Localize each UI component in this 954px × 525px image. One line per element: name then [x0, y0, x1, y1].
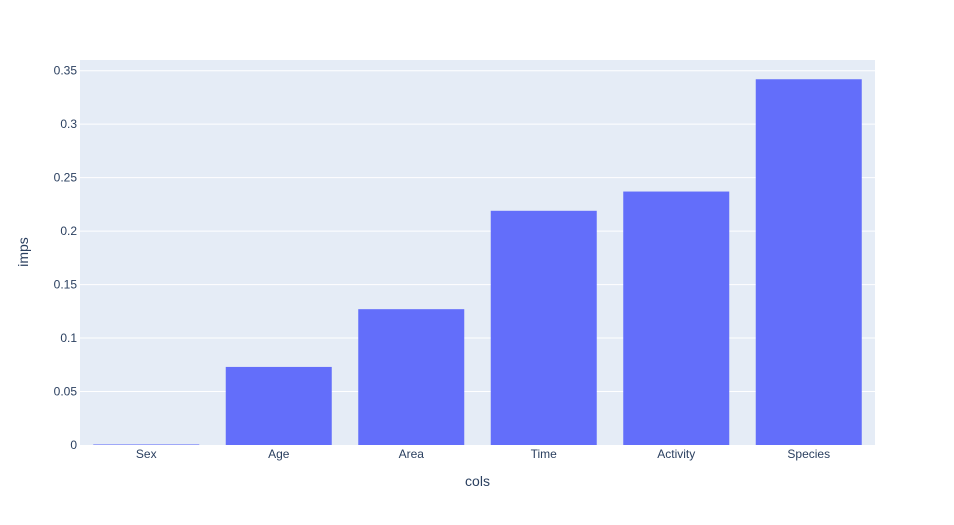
y-tick-label: 0.15	[54, 278, 78, 292]
grid-lines	[80, 70, 875, 393]
x-axis-title: cols	[465, 473, 490, 489]
y-axis-title: imps	[15, 237, 31, 267]
y-tick-label: 0.3	[60, 117, 77, 131]
bar-area	[358, 309, 465, 445]
x-tick-label: Sex	[136, 447, 157, 461]
y-tick-label: 0	[70, 438, 77, 452]
x-tick-labels: Sex Age Area Time Activity Species	[136, 447, 830, 461]
x-tick-label: Age	[268, 447, 290, 461]
x-tick-label: Time	[531, 447, 558, 461]
x-tick-label: Activity	[657, 447, 695, 461]
bar-time	[490, 210, 597, 445]
x-tick-label: Area	[399, 447, 425, 461]
y-tick-labels: 0 0.05 0.1 0.15 0.2 0.25 0.3 0.35	[54, 64, 78, 452]
bars	[93, 79, 862, 445]
bar-species	[755, 79, 862, 445]
y-tick-label: 0.05	[54, 385, 78, 399]
y-tick-label: 0.1	[60, 331, 77, 345]
y-tick-label: 0.2	[60, 224, 77, 238]
bar-age	[225, 366, 332, 445]
y-tick-label: 0.35	[54, 64, 78, 78]
x-tick-label: Species	[787, 447, 830, 461]
bar-activity	[623, 191, 730, 445]
y-tick-label: 0.25	[54, 171, 78, 185]
bar-sex	[93, 444, 200, 445]
